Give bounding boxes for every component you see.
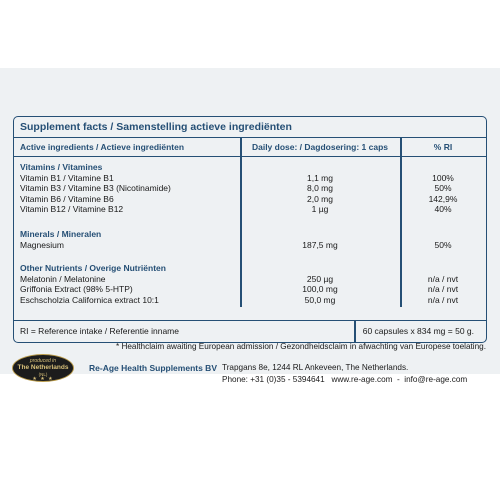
table-title: Supplement facts / Samenstelling actieve… [14,117,486,138]
ingredient-ri: 50% [434,183,452,193]
column-divider [240,138,242,156]
ingredient-name: Eschscholzia Californica extract 10:1 [20,294,159,305]
ingredient-ri: 142,9% [428,193,458,204]
ingredient-name: Magnesium [20,239,64,250]
capsule-info: 60 capsules x 834 mg = 50 g. [362,326,474,336]
table-row: Magnesium 187,5 mg 50% [14,240,486,251]
badge-line: The Netherlands [17,364,69,371]
header-ri: % RI [433,142,453,152]
table-row: Vitamin B6 / Vitamine B6 2,0 mg 142,9% [14,194,486,205]
ingredient-name: Vitamin B12 / Vitamine B12 [20,204,124,214]
section-title: Minerals / Mineralen [20,229,102,239]
table-row: Vitamin B3 / Vitamine B3 (Nicotinamide) … [14,183,486,194]
supplement-facts-table: Supplement facts / Samenstelling actieve… [13,116,487,343]
column-divider [400,157,402,307]
ingredient-ri: 50% [434,239,452,250]
table-header-row: Active ingredients / Actieve ingrediënte… [14,138,486,157]
table-row: Vitamin B1 / Vitamine B1 1,1 mg 100% [14,173,486,184]
ingredient-ri: n/a / nvt [427,294,459,305]
header-dose: Daily dose: / Dagdosering: 1 caps [251,142,389,152]
ingredient-dose: 187,5 mg [302,239,338,250]
ingredient-dose: 8,0 mg [307,183,333,193]
ingredient-ri: n/a / nvt [427,284,459,294]
produced-in-netherlands-logo: produced in The Netherlands (NL) ★ ★ ★ [12,354,74,382]
ingredient-name: Vitamin B3 / Vitamine B3 (Nicotinamide) [20,183,171,193]
star-icon: ★ ★ ★ [32,376,54,382]
table-footer: RI = Reference intake / Referentie innam… [14,320,486,342]
minerals-section: Minerals / Mineralen Magnesium 187,5 mg … [14,229,486,250]
table-body: Vitamins / Vitamines Vitamin B1 / Vitami… [14,157,486,307]
company-name: Re-Age Health Supplements BV [89,363,217,373]
ingredient-dose: 1 µg [311,204,329,214]
company-contact: Phone: +31 (0)35 - 5394641 www.re-age.co… [222,375,468,384]
ingredient-dose: 250 µg [306,273,334,284]
table-row: Melatonin / Melatonine 250 µg n/a / nvt [14,274,486,285]
ingredient-name: Melatonin / Melatonine [20,273,106,284]
ingredient-ri: n/a / nvt [427,273,459,284]
badge-line: produced in [29,358,57,364]
ingredient-name: Vitamin B6 / Vitamine B6 [20,193,114,204]
badge-line: (NL) [38,372,48,377]
table-row: Vitamin B12 / Vitamine B12 1 µg 40% [14,204,486,215]
section-title: Vitamins / Vitamines [20,162,103,172]
ingredient-dose: 50,0 mg [304,294,336,305]
ingredient-ri: 100% [432,172,454,183]
header-ingredients: Active ingredients / Actieve ingrediënte… [20,142,185,152]
column-divider [240,157,242,307]
section-title: Other Nutrients / Overige Nutriënten [20,263,166,273]
ingredient-name: Griffonia Extract (98% 5-HTP) [20,284,133,294]
ingredient-ri: 40% [434,204,452,214]
vitamins-section: Vitamins / Vitamines Vitamin B1 / Vitami… [14,162,486,215]
table-row: Eschscholzia Californica extract 10:1 50… [14,295,486,306]
ri-note: RI = Reference intake / Referentie innam… [20,326,179,336]
company-address: Trapgans 8e, 1244 RL Ankeveen, The Nethe… [222,363,409,372]
column-divider [354,321,356,342]
ingredient-dose: 1,1 mg [307,172,333,183]
ingredient-dose: 2,0 mg [307,193,333,204]
ingredient-dose: 100,0 mg [302,284,338,294]
ingredient-name: Vitamin B1 / Vitamine B1 [20,172,114,183]
other-nutrients-section: Other Nutrients / Overige Nutriënten Mel… [14,263,486,305]
healthclaim-note: * Healthclaim awaiting European admissio… [115,342,486,351]
table-row: Griffonia Extract (98% 5-HTP) 100,0 mg n… [14,284,486,295]
column-divider [400,138,402,156]
